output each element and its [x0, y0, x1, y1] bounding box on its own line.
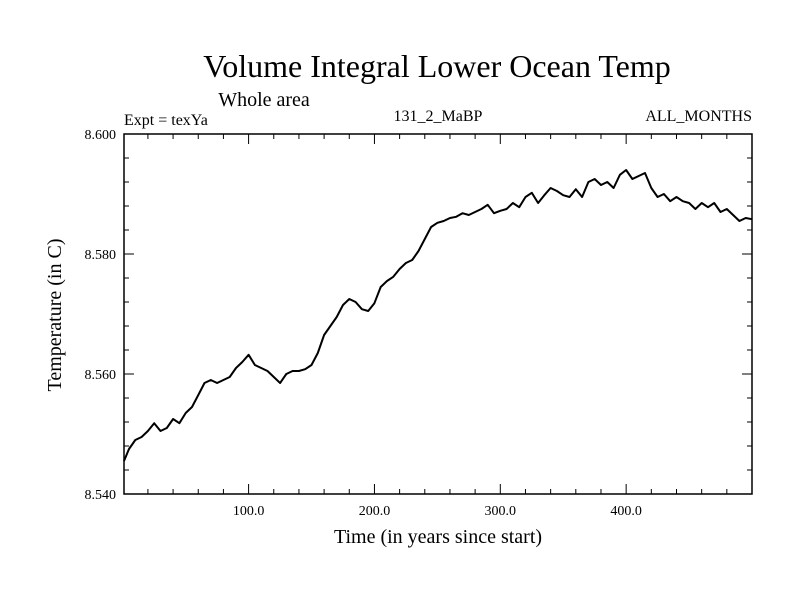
x-tick-label: 200.0	[359, 504, 391, 519]
expt-label: Expt = texYa	[124, 112, 208, 129]
months-label: ALL_MONTHS	[645, 108, 752, 125]
run-label: 131_2_MaBP	[394, 108, 483, 125]
x-tick-label: 300.0	[485, 504, 517, 519]
y-tick-label: 8.560	[85, 368, 117, 383]
series-lines	[123, 169, 753, 462]
y-tick-label: 8.540	[85, 488, 117, 503]
ticks	[124, 133, 752, 495]
x-axis-label: Time (in years since start)	[334, 526, 542, 548]
chart-subtitle: Whole area	[218, 89, 310, 111]
x-tick-labels: 100.0 200.0 300.0 400.0	[233, 504, 642, 519]
y-tick-label: 8.580	[85, 248, 117, 263]
y-tick-labels: 8.540 8.560 8.580 8.600	[85, 128, 117, 503]
y-axis-label: Temperature (in C)	[44, 239, 66, 392]
y-tick-label: 8.600	[85, 128, 117, 143]
x-tick-label: 400.0	[610, 504, 642, 519]
series-line	[123, 169, 753, 462]
x-tick-label: 100.0	[233, 504, 265, 519]
plot-frame	[123, 133, 753, 495]
chart-title: Volume Integral Lower Ocean Temp	[203, 48, 671, 84]
